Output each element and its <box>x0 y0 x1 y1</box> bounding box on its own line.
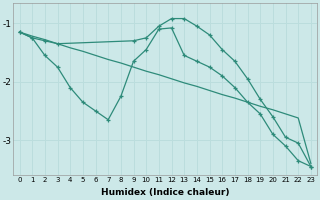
X-axis label: Humidex (Indice chaleur): Humidex (Indice chaleur) <box>101 188 229 197</box>
